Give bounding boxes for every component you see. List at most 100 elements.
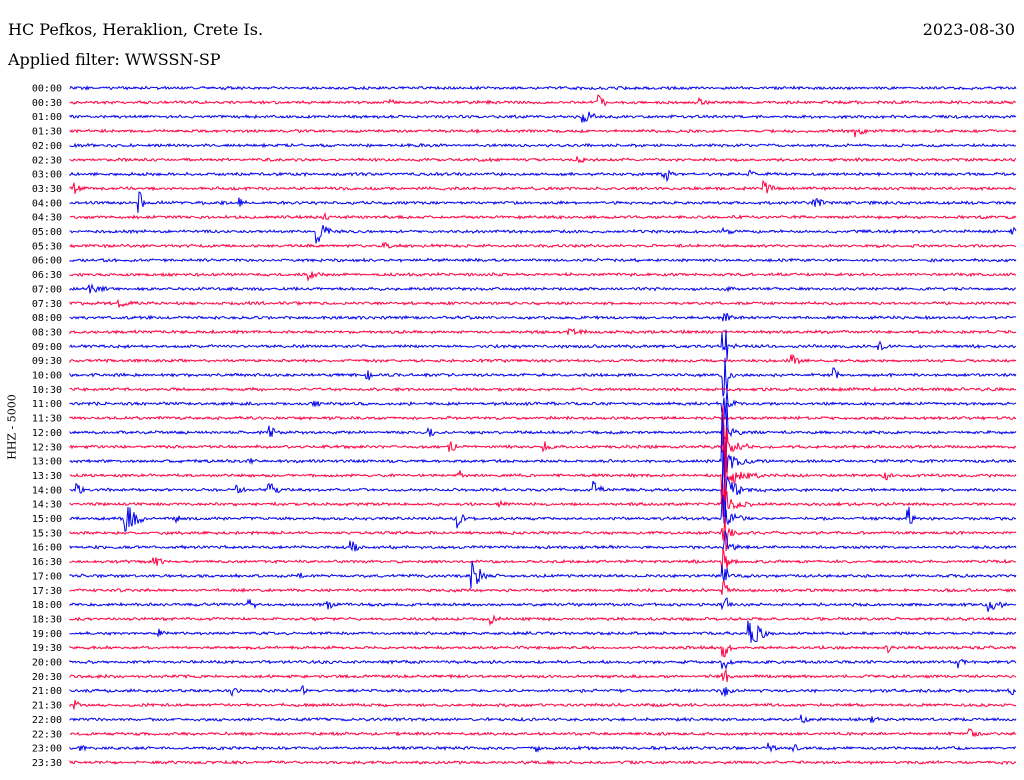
time-label: 01:30 xyxy=(32,127,62,138)
seismic-trace xyxy=(69,759,1017,766)
seismic-trace xyxy=(69,413,1016,477)
seismic-trace xyxy=(69,111,1017,123)
time-label: 21:30 xyxy=(32,701,62,712)
station-title: HC Pefkos, Heraklion, Crete Is. xyxy=(8,20,264,39)
seismic-trace xyxy=(69,620,1017,643)
seismic-trace xyxy=(69,560,1017,589)
time-label: 11:30 xyxy=(32,414,62,425)
time-label: 06:30 xyxy=(32,270,62,281)
seismic-trace xyxy=(69,386,1017,393)
seismic-trace xyxy=(69,548,1017,573)
time-label: 15:30 xyxy=(32,528,62,539)
time-label: 08:00 xyxy=(32,313,62,324)
filter-label: Applied filter: WWSSN-SP xyxy=(8,50,221,69)
time-label: 05:30 xyxy=(32,241,62,252)
time-label: 09:30 xyxy=(32,356,62,367)
time-label: 12:00 xyxy=(32,428,62,439)
seismic-trace xyxy=(69,530,1017,552)
time-label: 22:00 xyxy=(32,715,62,726)
time-label: 20:30 xyxy=(32,672,62,683)
time-label: 22:30 xyxy=(32,729,62,740)
time-label: 00:00 xyxy=(32,84,62,95)
time-label: 16:00 xyxy=(32,543,62,554)
seismic-trace xyxy=(69,179,1017,194)
time-label: 23:30 xyxy=(32,758,62,769)
seismic-trace xyxy=(69,668,1017,683)
date-label: 2023-08-30 xyxy=(922,20,1015,39)
time-label: 04:30 xyxy=(32,213,62,224)
seismic-trace xyxy=(69,211,1017,221)
time-label: 11:00 xyxy=(32,399,62,410)
seismic-trace xyxy=(69,714,1017,724)
time-label: 14:00 xyxy=(32,485,62,496)
time-label: 04:00 xyxy=(32,198,62,209)
time-label: 18:30 xyxy=(32,614,62,625)
seismic-trace xyxy=(69,156,1017,164)
seismic-trace xyxy=(69,402,1017,445)
seismic-trace xyxy=(69,271,1016,282)
seismic-trace xyxy=(69,142,1017,149)
seismic-trace xyxy=(69,327,1017,336)
time-label: 23:00 xyxy=(32,744,62,755)
time-label: 12:30 xyxy=(32,442,62,453)
seismic-trace xyxy=(69,128,1017,138)
seismic-trace xyxy=(69,169,1017,183)
seismic-trace xyxy=(69,415,1017,421)
time-label: 01:00 xyxy=(32,112,62,123)
seismic-trace xyxy=(69,494,1017,532)
seismic-trace xyxy=(69,597,1017,612)
seismic-trace xyxy=(69,312,1017,322)
seismic-trace xyxy=(69,684,1017,697)
time-label: 19:30 xyxy=(32,643,62,654)
seismic-trace xyxy=(69,257,1017,263)
seismic-trace xyxy=(69,516,1017,552)
seismic-trace xyxy=(69,298,1017,308)
seismic-trace xyxy=(69,84,1017,91)
seismic-trace xyxy=(69,580,1017,595)
seismic-trace xyxy=(69,450,1017,526)
seismic-trace xyxy=(69,727,1017,738)
seismic-trace xyxy=(69,283,1016,294)
time-label: 07:30 xyxy=(32,299,62,310)
time-label: 00:30 xyxy=(32,98,62,109)
time-label: 17:00 xyxy=(32,571,62,582)
seismic-trace xyxy=(69,699,1017,710)
time-label: 14:30 xyxy=(32,500,62,511)
time-label: 10:00 xyxy=(32,371,62,382)
seismic-trace xyxy=(69,224,1017,244)
seismic-trace xyxy=(69,614,1017,627)
time-label: 03:00 xyxy=(32,170,62,181)
time-label: 05:00 xyxy=(32,227,62,238)
seismic-trace xyxy=(69,658,1017,671)
seismic-trace xyxy=(69,94,1017,107)
seismic-trace xyxy=(69,191,1017,213)
time-label: 10:30 xyxy=(32,385,62,396)
seismic-trace xyxy=(69,241,1017,249)
time-label: 15:00 xyxy=(32,514,62,525)
time-label: 21:00 xyxy=(32,686,62,697)
time-label: 03:30 xyxy=(32,184,62,195)
time-label: 07:00 xyxy=(32,284,62,295)
seismic-trace xyxy=(69,329,1017,360)
seismic-trace xyxy=(69,643,1017,658)
time-label: 20:00 xyxy=(32,658,62,669)
time-label: 19:00 xyxy=(32,629,62,640)
time-label: 02:30 xyxy=(32,155,62,166)
seismic-trace xyxy=(69,353,1017,365)
time-label: 13:30 xyxy=(32,471,62,482)
time-label: 17:30 xyxy=(32,586,62,597)
time-label: 13:00 xyxy=(32,457,62,468)
time-label: 16:30 xyxy=(32,557,62,568)
time-label: 18:00 xyxy=(32,600,62,611)
time-label: 02:00 xyxy=(32,141,62,152)
seismic-trace xyxy=(69,390,1017,419)
time-label: 08:30 xyxy=(32,327,62,338)
seismic-trace xyxy=(69,405,1017,473)
seismic-trace xyxy=(69,483,1017,518)
seismic-trace xyxy=(69,357,1017,397)
time-label: 09:00 xyxy=(32,342,62,353)
seismic-trace xyxy=(69,432,1017,507)
seismic-trace xyxy=(69,742,1017,753)
time-label: 06:00 xyxy=(32,256,62,267)
